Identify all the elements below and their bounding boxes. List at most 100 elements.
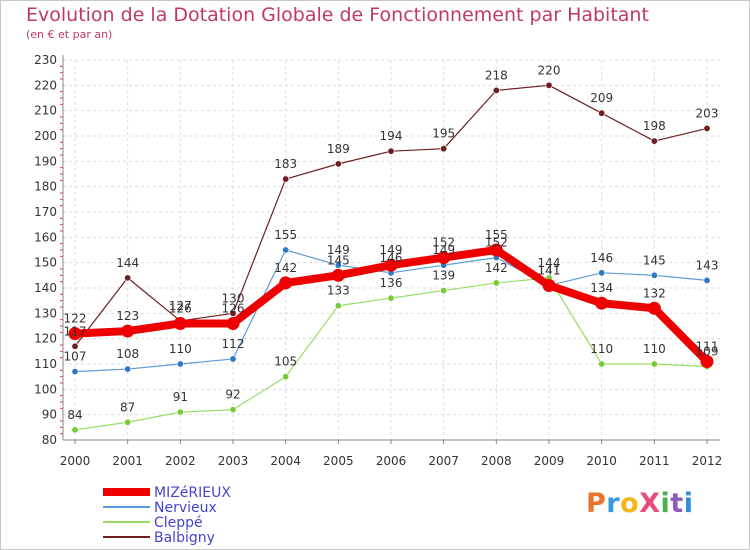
data-label-balbigny: 195 <box>432 127 455 141</box>
data-point-balbigny <box>387 147 395 155</box>
data-point-mizrieux <box>331 268 345 282</box>
data-label-balbigny: 117 <box>64 324 87 338</box>
x-tick-label: 2006 <box>376 454 407 468</box>
data-point-balbigny <box>282 175 290 183</box>
data-point-clepp <box>229 406 237 414</box>
data-label-mizrieux: 145 <box>327 253 350 267</box>
data-label-clepp: 144 <box>538 256 561 270</box>
data-point-mizrieux <box>279 276 293 290</box>
chart-title: Evolution de la Dotation Globale de Fonc… <box>26 4 649 26</box>
y-tick-label: 80 <box>42 433 57 447</box>
data-point-balbigny <box>334 160 342 168</box>
data-label-nervieux: 112 <box>222 337 245 351</box>
data-point-clepp <box>282 373 290 381</box>
data-point-clepp <box>598 360 606 368</box>
data-label-clepp: 133 <box>327 284 350 298</box>
x-tick-label: 2008 <box>481 454 512 468</box>
data-label-balbigny: 198 <box>643 119 666 133</box>
data-point-clepp <box>650 360 658 368</box>
data-point-mizrieux <box>226 316 240 330</box>
data-point-clepp <box>176 408 184 416</box>
brand-logo: ProXiti <box>586 488 693 519</box>
y-tick-label: 150 <box>34 256 57 270</box>
brand-letter: o <box>620 488 640 519</box>
data-label-clepp: 110 <box>643 342 666 356</box>
data-label-mizrieux: 141 <box>538 263 561 277</box>
data-label-nervieux: 149 <box>432 243 455 257</box>
data-label-clepp: 105 <box>274 355 297 369</box>
data-point-balbigny <box>229 309 237 317</box>
data-label-clepp: 139 <box>432 269 455 283</box>
series-layer <box>68 81 714 434</box>
data-label-balbigny: 218 <box>485 68 508 82</box>
y-tick-label: 180 <box>34 180 57 194</box>
data-label-balbigny: 194 <box>380 129 403 143</box>
x-tick-label: 2009 <box>534 454 565 468</box>
data-point-balbigny <box>598 109 606 117</box>
chart-subtitle: (en € et par an) <box>26 28 113 41</box>
y-tick-label: 140 <box>34 281 57 295</box>
data-point-clepp <box>492 279 500 287</box>
data-label-nervieux: 110 <box>169 342 192 356</box>
brand-letter: i <box>683 488 694 519</box>
y-tick-label: 210 <box>34 104 57 118</box>
data-label-mizrieux: 111 <box>696 339 719 353</box>
data-point-mizrieux <box>647 301 661 315</box>
data-label-mizrieux: 155 <box>485 228 508 242</box>
y-tick-label: 100 <box>34 382 57 396</box>
data-label-balbigny: 203 <box>696 106 719 120</box>
brand-letter: i <box>660 488 671 519</box>
data-point-clepp <box>124 418 132 426</box>
data-label-balbigny: 127 <box>169 299 192 313</box>
data-label-clepp: 84 <box>67 408 82 422</box>
data-label-clepp: 87 <box>120 400 135 414</box>
data-point-nervieux <box>650 271 658 279</box>
x-tick-label: 2000 <box>60 454 91 468</box>
data-label-balbigny: 220 <box>538 63 561 77</box>
data-label-clepp: 109 <box>696 345 719 359</box>
data-point-nervieux <box>334 261 342 269</box>
data-point-balbigny <box>124 274 132 282</box>
data-point-nervieux <box>71 368 79 376</box>
data-label-clepp: 136 <box>380 276 403 290</box>
x-tick-label: 2012 <box>692 454 723 468</box>
y-tick-label: 160 <box>34 230 57 244</box>
data-label-mizrieux: 126 <box>222 301 245 315</box>
y-tick-label: 120 <box>34 332 57 346</box>
x-tick-label: 2005 <box>323 454 354 468</box>
brand-letter: P <box>586 488 607 519</box>
data-label-balbigny: 130 <box>222 291 245 305</box>
data-label-nervieux: 108 <box>116 347 139 361</box>
data-point-nervieux <box>282 246 290 254</box>
legend-label: Cleppé <box>154 515 203 531</box>
brand-letter: X <box>639 488 661 519</box>
y-tick-label: 200 <box>34 129 57 143</box>
data-label-nervieux: 152 <box>485 236 508 250</box>
x-tick-label: 2011 <box>639 454 670 468</box>
data-point-nervieux <box>703 276 711 284</box>
data-point-mizrieux <box>542 278 556 292</box>
data-label-balbigny: 183 <box>274 157 297 171</box>
y-tick-label: 110 <box>34 357 57 371</box>
data-label-clepp: 91 <box>173 390 188 404</box>
data-label-mizrieux: 122 <box>64 312 87 326</box>
data-label-nervieux: 155 <box>274 228 297 242</box>
x-tick-label: 2007 <box>428 454 459 468</box>
data-point-nervieux <box>124 365 132 373</box>
x-tick-label: 2003 <box>218 454 249 468</box>
data-point-nervieux <box>229 355 237 363</box>
legend-label: Nervieux <box>154 500 217 516</box>
data-point-balbigny <box>492 86 500 94</box>
brand-letter: r <box>606 488 621 519</box>
y-tick-label: 220 <box>34 78 57 92</box>
brand-letter: t <box>670 488 684 519</box>
data-label-balbigny: 209 <box>590 91 613 105</box>
data-label-mizrieux: 149 <box>380 243 403 257</box>
data-label-mizrieux: 142 <box>274 261 297 275</box>
data-label-clepp: 92 <box>225 388 240 402</box>
data-label-mizrieux: 126 <box>169 301 192 315</box>
legend-label: Balbigny <box>154 530 215 546</box>
data-label-nervieux: 145 <box>643 253 666 267</box>
data-point-clepp <box>334 302 342 310</box>
